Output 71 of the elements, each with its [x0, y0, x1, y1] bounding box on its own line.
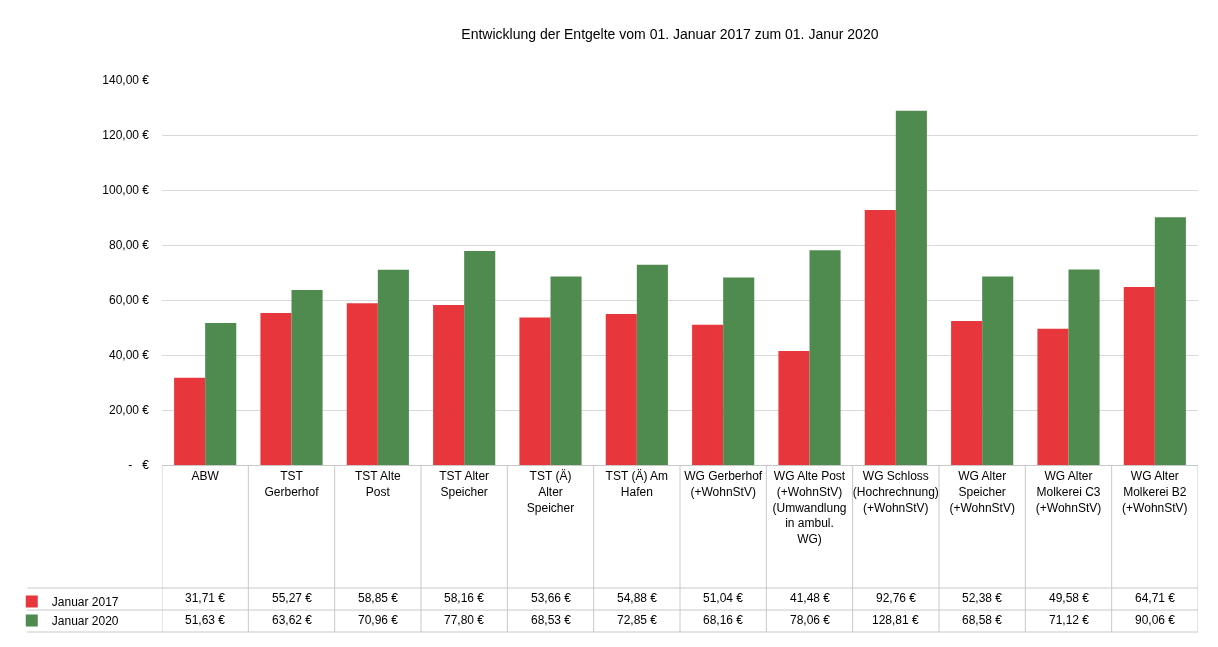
data-label: 68,16 € — [703, 613, 744, 627]
bar — [636, 264, 668, 465]
y-tick-label: 60,00 € — [108, 293, 150, 308]
bar — [1037, 328, 1069, 465]
bar — [1154, 217, 1186, 465]
bar — [291, 290, 323, 465]
data-label: 78,06 € — [790, 613, 831, 627]
bar — [864, 209, 896, 465]
data-label: 52,38 € — [962, 591, 1003, 605]
data-label: 58,85 € — [358, 591, 399, 605]
data-label: 31,71 € — [185, 591, 226, 605]
bar — [1123, 287, 1155, 465]
bar — [519, 317, 551, 465]
bar — [692, 324, 724, 465]
data-label: 63,62 € — [272, 613, 313, 627]
data-label: 68,53 € — [531, 613, 572, 627]
data-label: 41,48 € — [790, 591, 831, 605]
x-tick-label: TST Gerberhof — [264, 469, 320, 499]
data-label: 70,96 € — [358, 613, 399, 627]
data-label: 128,81 € — [872, 613, 920, 627]
bar — [605, 314, 637, 465]
data-label: 51,04 € — [703, 591, 744, 605]
data-label: 71,12 € — [1049, 613, 1090, 627]
data-label: 49,58 € — [1049, 591, 1090, 605]
y-tick-label: 40,00 € — [108, 348, 150, 363]
y-tick-label: 140,00 € — [102, 73, 150, 88]
y-tick-label: 120,00 € — [102, 128, 150, 143]
bar — [377, 269, 409, 465]
data-label: 64,71 € — [1135, 591, 1176, 605]
y-tick-label: 20,00 € — [108, 403, 150, 418]
y-tick-label: 80,00 € — [108, 238, 150, 253]
x-tick-label: TST Alter Speicher — [439, 469, 490, 499]
data-label: 53,66 € — [531, 591, 572, 605]
data-label: 51,63 € — [185, 613, 226, 627]
bar — [982, 276, 1014, 465]
bar — [1068, 269, 1100, 465]
data-label: 90,06 € — [1135, 613, 1176, 627]
x-tick-label: TST (Ä) Am Hafen — [605, 469, 669, 499]
x-tick-label: TST Alte Post — [354, 469, 402, 499]
x-tick-label: ABW — [191, 469, 220, 484]
bar — [205, 323, 237, 465]
x-tick-label: WG Gerberhof (+WohnStV) — [684, 469, 763, 499]
x-tick-label: WG Alter Molkerei B2 (+WohnStV) — [1122, 469, 1188, 515]
data-label: 77,80 € — [444, 613, 485, 627]
y-tick-label: - € — [128, 458, 150, 473]
data-label: 72,85 € — [617, 613, 658, 627]
legend-label: Januar 2017 — [51, 595, 119, 610]
x-tick-label: WG Alter Speicher (+WohnStV) — [949, 469, 1015, 515]
bar — [951, 320, 983, 465]
x-tick-label: TST (Ä) Alter Speicher — [526, 469, 575, 515]
bar — [550, 276, 582, 465]
x-tick-label: WG Alte Post (+WohnStV) (Umwandlung in ambul. WG) — [772, 469, 847, 546]
bar — [174, 377, 206, 465]
bar — [778, 350, 810, 465]
x-tick-label: WG Schloss (Hochrechnung) (+WohnStV) — [852, 469, 939, 515]
bar — [809, 250, 841, 465]
bar — [260, 313, 292, 465]
bar — [723, 277, 755, 465]
data-label: 68,58 € — [962, 613, 1003, 627]
bar — [346, 303, 378, 465]
bar — [464, 251, 496, 465]
y-tick-label: 100,00 € — [102, 183, 150, 198]
chart-title: Entwicklung der Entgelte vom 01. Januar 2017 zum 01. Janur 2020 — [461, 25, 879, 42]
bar — [433, 305, 465, 465]
x-tick-label: WG Alter Molkerei C3 (+WohnStV) — [1035, 469, 1102, 515]
data-label: 54,88 € — [617, 591, 658, 605]
bar — [895, 110, 927, 465]
data-label: 58,16 € — [444, 591, 485, 605]
data-label: 92,76 € — [876, 591, 917, 605]
data-label: 55,27 € — [272, 591, 313, 605]
legend-label: Januar 2020 — [51, 614, 119, 629]
